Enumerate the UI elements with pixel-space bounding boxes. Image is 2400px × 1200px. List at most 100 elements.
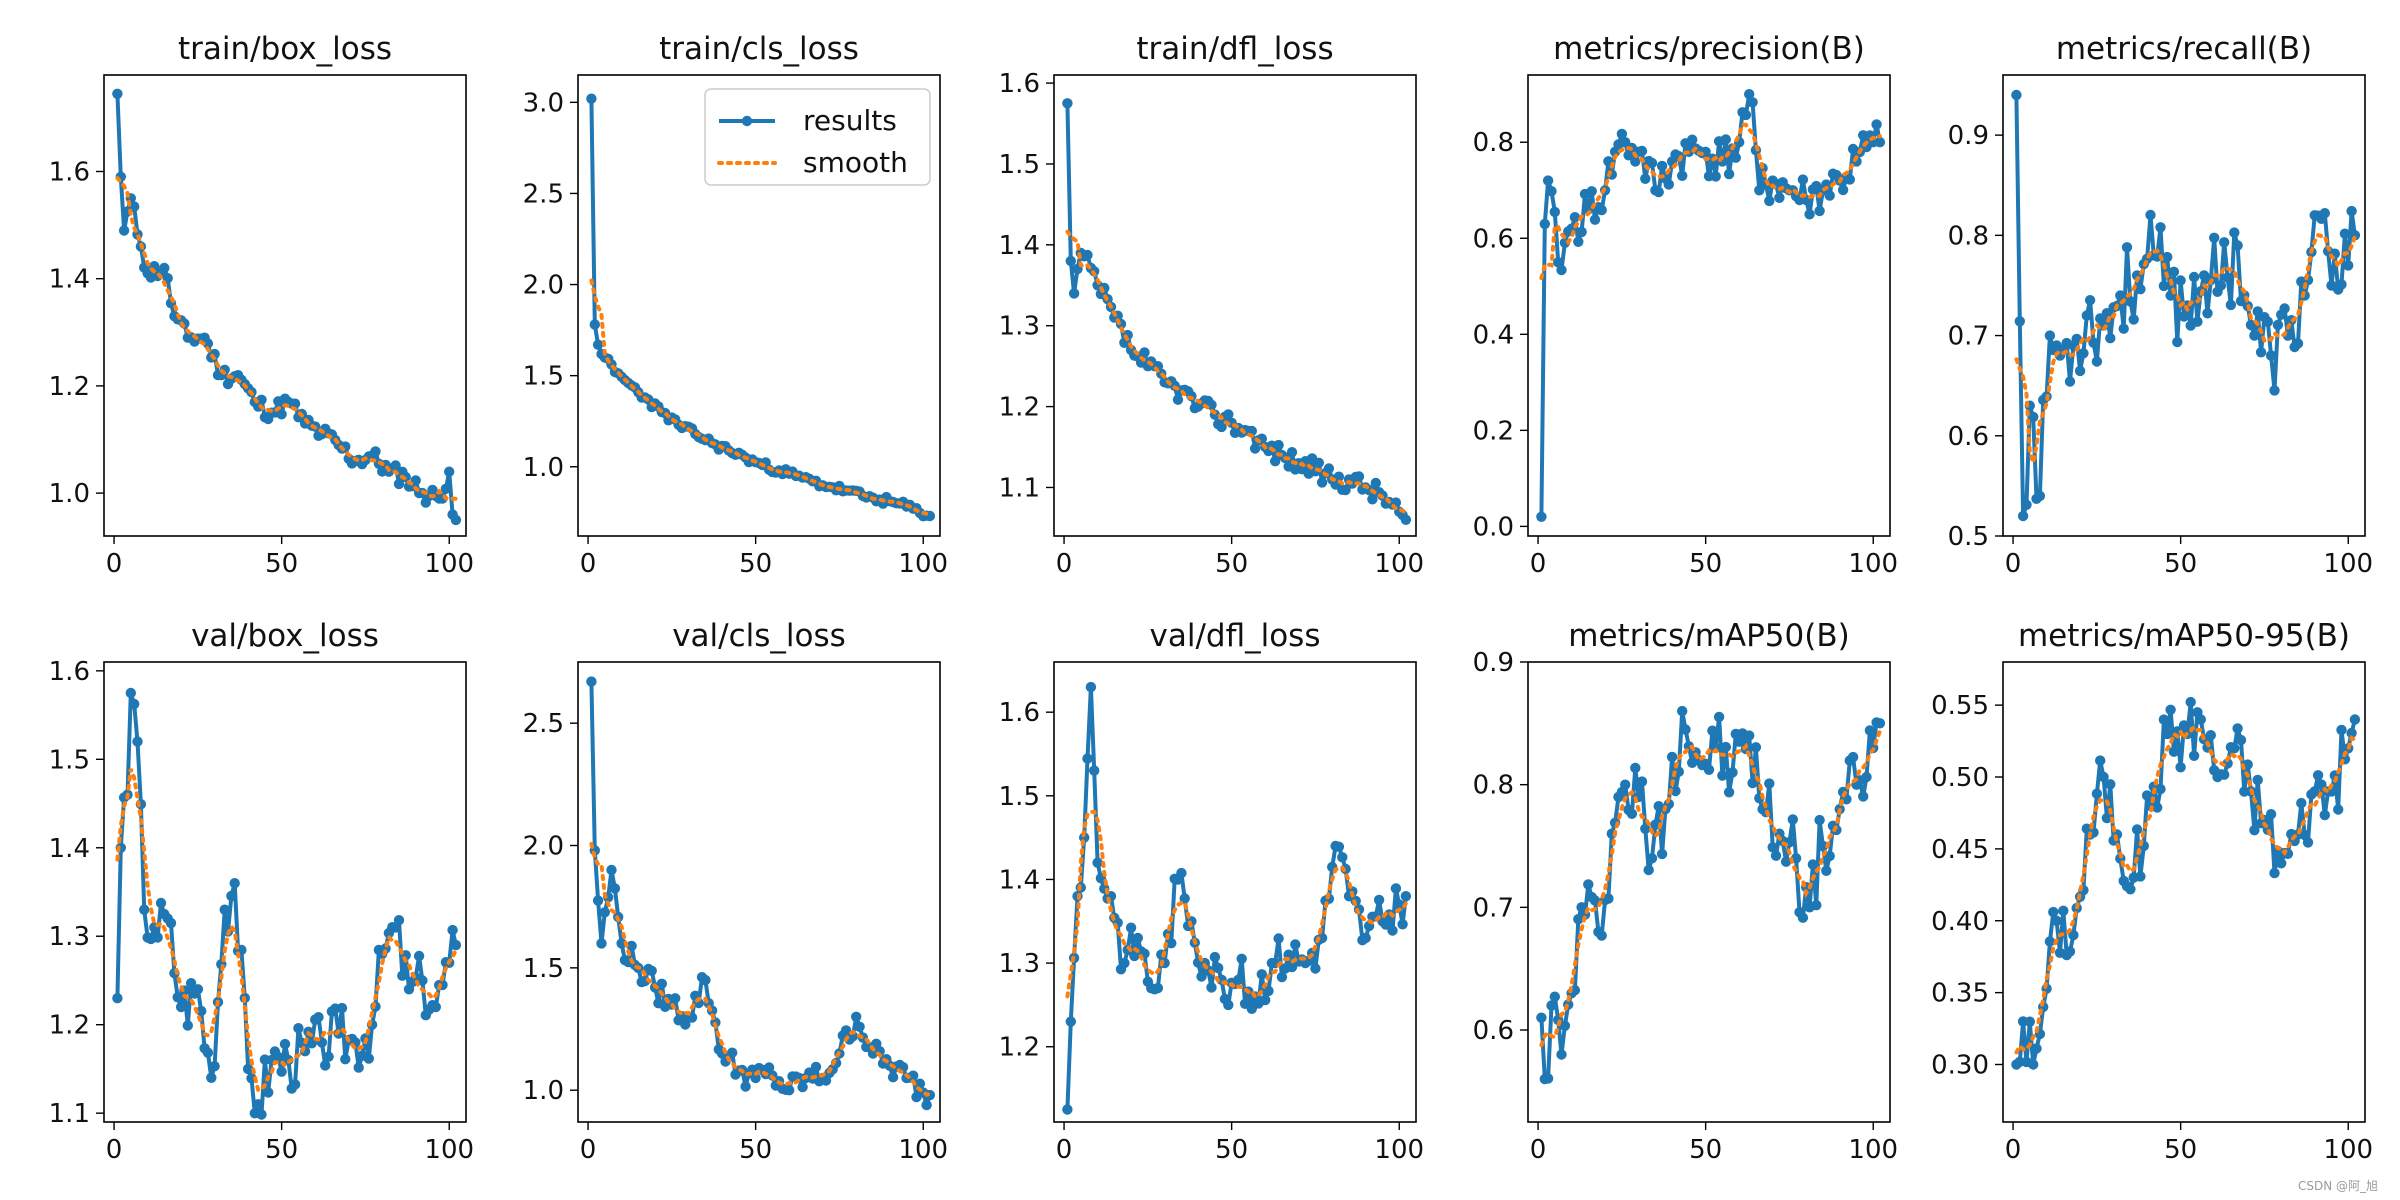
y-tick-label: 1.2 xyxy=(49,1011,90,1041)
results-point xyxy=(626,940,637,952)
results-point xyxy=(1125,922,1137,933)
results-point xyxy=(209,1061,220,1072)
results-point xyxy=(1206,982,1217,993)
results-point xyxy=(1062,98,1073,109)
results-point xyxy=(182,1020,193,1031)
y-tick-label: 1.4 xyxy=(49,265,90,295)
results-point xyxy=(1536,1012,1547,1023)
results-point xyxy=(2222,272,2233,283)
results-point xyxy=(854,1021,865,1032)
x-tick-label: 100 xyxy=(424,549,474,579)
results-point xyxy=(1176,867,1187,879)
results-point xyxy=(2125,884,2136,895)
chart-title: val/cls_loss xyxy=(672,618,846,654)
y-tick-label: 1.4 xyxy=(999,865,1040,895)
results-point xyxy=(1844,174,1856,185)
results-point xyxy=(2034,490,2046,502)
results-point xyxy=(1703,764,1715,775)
results-point xyxy=(797,1081,808,1093)
results-point xyxy=(2229,743,2240,754)
results-point xyxy=(2252,774,2263,786)
results-point xyxy=(2098,771,2109,783)
results-point xyxy=(336,1002,348,1014)
results-point xyxy=(1179,893,1190,904)
results-point xyxy=(413,950,425,962)
results-point xyxy=(609,883,621,894)
y-tick-label: 1.3 xyxy=(999,312,1040,342)
results-point xyxy=(2162,728,2173,740)
results-point xyxy=(2229,227,2240,238)
results-point xyxy=(1337,852,1348,863)
results-point xyxy=(363,1053,374,1064)
results-point xyxy=(2128,314,2139,325)
results-point xyxy=(2269,385,2280,396)
axes-frame xyxy=(577,661,941,1123)
results-point xyxy=(1656,160,1668,172)
y-tick-label: 1.0 xyxy=(523,1076,564,1106)
results-point xyxy=(1603,893,1614,904)
results-point xyxy=(656,978,667,989)
y-tick-label: 1.6 xyxy=(999,69,1040,99)
results-point xyxy=(2141,790,2153,801)
subplot-3: train/dfl_loss 0 50 100 1.1 1.2 1.3 1.4 1.5 1.6 xyxy=(999,31,1424,579)
results-point xyxy=(2121,242,2133,253)
x-tick-label: 100 xyxy=(1848,1135,1898,1165)
subplot-8: val/dfl_loss 0 50 100 1.2 1.3 1.4 1.5 1.6 xyxy=(999,618,1424,1165)
results-point xyxy=(1569,212,1581,223)
results-point xyxy=(1750,742,1762,753)
results-point xyxy=(1546,1000,1557,1011)
results-point xyxy=(2014,316,2026,327)
results-point xyxy=(2101,308,2113,319)
results-point xyxy=(2078,348,2089,359)
results-point xyxy=(1713,711,1725,723)
results-point xyxy=(727,1047,738,1058)
results-point xyxy=(1387,925,1398,936)
results-point xyxy=(1373,894,1385,906)
results-point xyxy=(1068,288,1080,299)
y-tick-label: 2.0 xyxy=(523,832,564,862)
results-point xyxy=(1620,779,1631,790)
results-point xyxy=(2074,365,2086,377)
results-point xyxy=(2135,284,2146,295)
results-point xyxy=(2105,779,2116,790)
results-point xyxy=(192,984,204,995)
results-point xyxy=(2292,338,2304,349)
results-point xyxy=(2202,308,2213,319)
results-series-line xyxy=(115,691,458,1117)
y-tick-label: 0.50 xyxy=(1931,763,1989,793)
results-point xyxy=(914,1078,926,1089)
results-point xyxy=(2265,350,2277,361)
results-point xyxy=(2319,208,2330,219)
x-tick-label: 50 xyxy=(739,1135,772,1165)
x-tick-label: 100 xyxy=(1848,549,1898,579)
results-point xyxy=(1316,477,1328,488)
results-point xyxy=(784,1085,795,1096)
y-tick-label: 1.5 xyxy=(523,954,564,984)
results-point xyxy=(2068,929,2079,941)
results-point xyxy=(1583,879,1594,890)
results-point xyxy=(2028,1059,2039,1070)
results-point xyxy=(2249,330,2260,341)
results-point xyxy=(276,409,287,420)
results-point xyxy=(2225,299,2237,311)
results-point xyxy=(1723,168,1735,180)
y-tick-label: 0.40 xyxy=(1931,907,1989,937)
results-point xyxy=(1085,681,1097,693)
results-point xyxy=(353,1062,364,1073)
results-point xyxy=(2175,762,2186,773)
results-point xyxy=(129,698,140,710)
results-point xyxy=(1824,850,1835,862)
results-point xyxy=(1630,762,1641,774)
results-point xyxy=(1556,1049,1567,1060)
results-point xyxy=(1764,778,1775,789)
results-point xyxy=(2178,720,2190,731)
x-tick-label: 100 xyxy=(424,1135,474,1165)
results-point xyxy=(1216,421,1227,433)
results-point xyxy=(152,932,163,943)
results-point xyxy=(1236,953,1247,964)
results-point xyxy=(1640,823,1651,834)
results-point xyxy=(1256,969,1268,980)
results-point xyxy=(1646,157,1658,169)
results-point xyxy=(1573,236,1584,247)
results-point xyxy=(1666,751,1678,763)
